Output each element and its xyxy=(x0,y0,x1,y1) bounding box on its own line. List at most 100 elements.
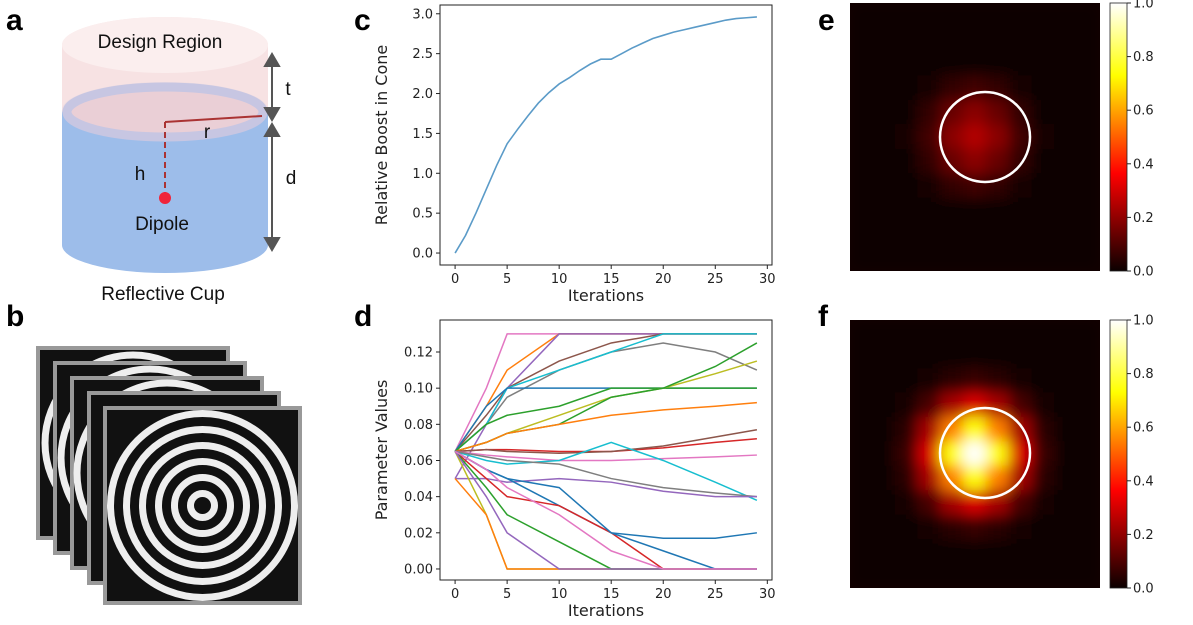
heatmap-cell xyxy=(917,441,942,467)
heatmap-cell xyxy=(985,441,1010,467)
heatmap-cell xyxy=(1031,343,1056,370)
heatmap-cell xyxy=(1008,221,1033,248)
heatmap-cell xyxy=(940,51,965,77)
heatmap-cell xyxy=(940,514,965,540)
heatmap-cell xyxy=(985,221,1010,248)
heatmap-cell xyxy=(1008,246,1033,271)
heatmap-cell xyxy=(1031,563,1056,588)
diagram-label: h xyxy=(135,164,146,185)
heatmap-cell xyxy=(872,3,896,28)
colorbar xyxy=(1109,2,1128,272)
heatmap-cell xyxy=(1076,75,1100,101)
heatmap-cell xyxy=(894,490,919,516)
heatmap-cell xyxy=(985,563,1010,588)
heatmap-cell xyxy=(1008,148,1033,175)
heatmap-cell xyxy=(872,173,896,199)
heatmap-cell xyxy=(872,392,896,418)
x-tick-label: 15 xyxy=(603,587,620,602)
heatmap-cell xyxy=(1054,148,1078,175)
heatmap-cell xyxy=(1054,124,1078,150)
design-top xyxy=(62,17,268,73)
heatmap-cell xyxy=(1076,246,1100,271)
x-axis-label: Iterations xyxy=(568,286,644,305)
heatmap-cell xyxy=(850,441,874,467)
heatmap-cell xyxy=(1008,465,1033,492)
panel-label: a xyxy=(6,4,23,37)
y-tick-label: 0.00 xyxy=(404,562,433,577)
heatmap-cell xyxy=(850,563,874,588)
heatmap-cell xyxy=(940,3,965,28)
heatmap-cell xyxy=(850,173,874,199)
heatmap-cell xyxy=(917,320,942,345)
heatmap-cell xyxy=(1076,197,1100,223)
heatmap-cell xyxy=(985,197,1010,223)
heatmap-cell xyxy=(894,563,919,588)
ring xyxy=(139,442,266,569)
heatmap-cell xyxy=(1008,75,1033,101)
heatmap-cell xyxy=(985,343,1010,370)
data-line xyxy=(454,387,757,453)
heatmap-cell xyxy=(850,368,874,394)
heatmap-cell xyxy=(940,148,965,175)
heatmap-cell xyxy=(894,75,919,101)
heatmap-cell xyxy=(1008,197,1033,223)
heatmap-cell xyxy=(1076,99,1100,126)
colorbar xyxy=(1109,319,1128,589)
x-tick-label: 20 xyxy=(655,587,672,602)
y-tick-label: 1.5 xyxy=(412,127,433,142)
heatmap-cell xyxy=(917,392,942,418)
heatmap-cell xyxy=(850,465,874,492)
heatmap-cell xyxy=(1076,441,1100,467)
heatmap-cell xyxy=(940,197,965,223)
heatmap-cell xyxy=(872,320,896,345)
heatmap-cell xyxy=(917,514,942,540)
heatmap-cell xyxy=(894,221,919,248)
heatmap-cell xyxy=(917,246,942,271)
x-tick-label: 15 xyxy=(603,272,620,287)
heatmap-cell xyxy=(1076,148,1100,175)
heatmap-cell xyxy=(1008,3,1033,28)
dipole-dot xyxy=(159,192,171,204)
heatmap-cell xyxy=(894,246,919,271)
heatmap-cell xyxy=(963,197,987,223)
data-line xyxy=(454,16,757,254)
heatmap-cell xyxy=(872,51,896,77)
heatmap-cell xyxy=(1031,392,1056,418)
heatmap-cell xyxy=(1076,3,1100,28)
heatmap-cell xyxy=(1054,441,1078,467)
heatmap-cell xyxy=(940,392,965,418)
heatmap-cell xyxy=(1031,3,1056,28)
heatmap-cell xyxy=(1008,124,1033,150)
heatmap-cell xyxy=(1031,99,1056,126)
ring xyxy=(155,458,250,553)
data-line xyxy=(454,450,757,570)
heatmap-cell xyxy=(894,343,919,370)
heatmap-cell xyxy=(850,75,874,101)
heatmap-cell xyxy=(1031,514,1056,540)
y-tick-label: 1.0 xyxy=(412,167,433,182)
colorbar-tick-label: 0.2 xyxy=(1133,211,1154,226)
heatmap-cell xyxy=(1076,368,1100,394)
data-line xyxy=(455,438,757,453)
heatmap-cell xyxy=(1054,221,1078,248)
heatmap-cell xyxy=(1076,563,1100,588)
panel-label: e xyxy=(818,4,835,37)
y-tick-label: 3.0 xyxy=(412,7,433,22)
heatmap xyxy=(850,320,1100,588)
heatmap-cell xyxy=(894,514,919,540)
heatmap-cell xyxy=(1054,368,1078,394)
heatmap-cell xyxy=(917,3,942,28)
heatmap-cell xyxy=(850,51,874,77)
diagram-label: Design Region xyxy=(98,32,223,53)
ring-frame xyxy=(103,406,302,605)
y-tick-label: 0.12 xyxy=(404,346,433,361)
heatmap-cell xyxy=(963,465,987,492)
heatmap-cell xyxy=(1076,416,1100,443)
heatmap-cell xyxy=(985,124,1010,150)
heatmap-cell xyxy=(1031,26,1056,53)
heatmap-cell xyxy=(894,26,919,53)
heatmap-cell xyxy=(872,343,896,370)
x-tick-label: 10 xyxy=(551,272,568,287)
heatmap-cell xyxy=(1076,173,1100,199)
